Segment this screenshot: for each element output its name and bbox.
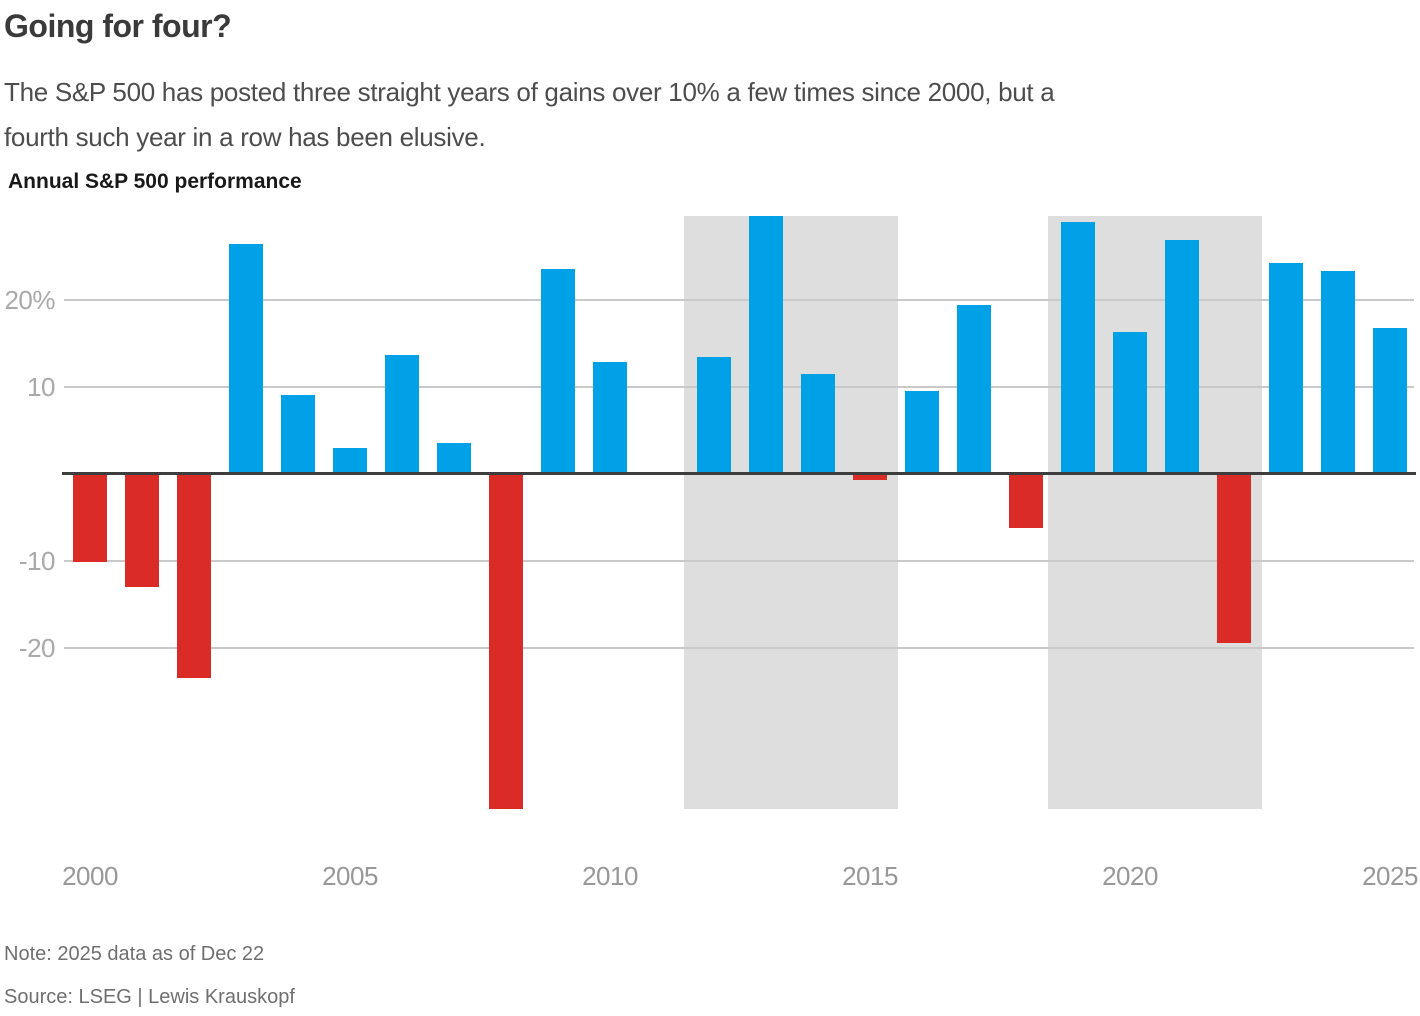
y-axis-tick-20%: 20% bbox=[4, 284, 55, 315]
x-axis-tick-2005: 2005 bbox=[322, 861, 378, 891]
bar-2012 bbox=[697, 357, 731, 474]
bar-2002 bbox=[177, 473, 211, 678]
bar-2010 bbox=[593, 362, 627, 474]
bar-2006 bbox=[385, 355, 419, 474]
chart-note: Note: 2025 data as of Dec 22 bbox=[4, 943, 265, 965]
chart-source: Source: LSEG | Lewis Krauskopf bbox=[4, 986, 295, 1008]
bar-2025 bbox=[1373, 328, 1407, 474]
bar-2013 bbox=[749, 216, 783, 474]
y-axis-tick-10: 10 bbox=[27, 371, 55, 402]
bar-2021 bbox=[1165, 239, 1199, 474]
highlight-band-1 bbox=[684, 216, 898, 809]
bar-2000 bbox=[73, 473, 107, 562]
y-axis-tick--20: -20 bbox=[18, 632, 56, 663]
bar-2007 bbox=[437, 443, 471, 474]
gridline-20% bbox=[64, 298, 1414, 301]
x-axis-tick-2000: 2000 bbox=[62, 861, 118, 891]
subtitle-line-2: fourth such year in a row has been elusi… bbox=[4, 122, 486, 152]
bar-2020 bbox=[1113, 331, 1147, 474]
bar-2001 bbox=[125, 473, 159, 587]
gridline--20 bbox=[64, 646, 1414, 649]
bar-2018 bbox=[1009, 473, 1043, 528]
bar-2016 bbox=[905, 391, 939, 474]
gridline-10 bbox=[64, 385, 1414, 388]
zero-axis-line bbox=[62, 472, 1416, 476]
x-axis-tick-2020: 2020 bbox=[1102, 861, 1158, 891]
bar-2005 bbox=[333, 447, 367, 474]
bar-2022 bbox=[1217, 473, 1251, 643]
bar-2019 bbox=[1061, 222, 1095, 474]
subtitle-line-1: The S&P 500 has posted three straight ye… bbox=[4, 77, 1055, 107]
bar-2023 bbox=[1269, 263, 1303, 474]
x-axis-tick-2025: 2025 bbox=[1362, 861, 1418, 891]
chart-heading: Annual S&P 500 performance bbox=[8, 170, 302, 193]
y-axis-tick--10: -10 bbox=[18, 545, 56, 576]
bar-2024 bbox=[1321, 270, 1355, 474]
bar-2004 bbox=[281, 395, 315, 474]
bar-2015 bbox=[853, 473, 887, 480]
bar-2009 bbox=[541, 269, 575, 474]
x-axis-tick-2010: 2010 bbox=[582, 861, 638, 891]
bar-2017 bbox=[957, 304, 991, 474]
chart-subtitle: The S&P 500 has posted three straight ye… bbox=[4, 70, 1055, 160]
bar-2003 bbox=[229, 243, 263, 474]
bar-2014 bbox=[801, 374, 835, 474]
bar-2008 bbox=[489, 473, 523, 809]
gridline--10 bbox=[64, 559, 1414, 562]
page-title: Going for four? bbox=[4, 8, 232, 44]
x-axis-tick-2015: 2015 bbox=[842, 861, 898, 891]
